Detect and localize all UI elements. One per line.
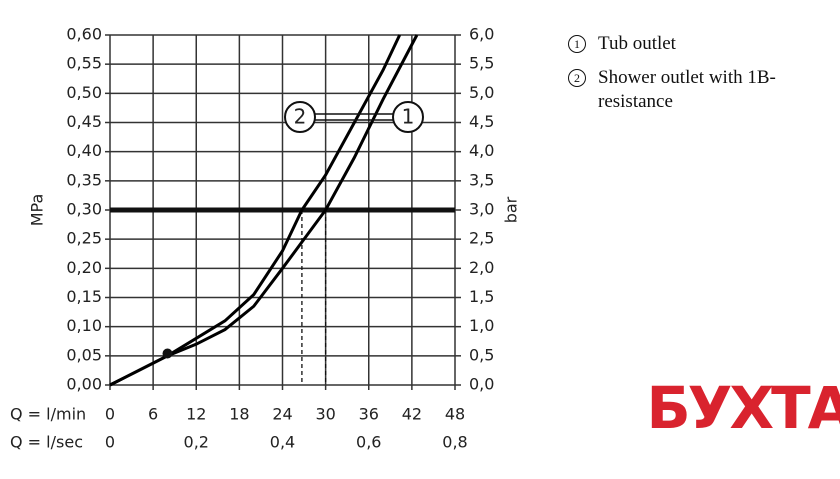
y-tick-label: 0,35 xyxy=(66,170,102,189)
y2-tick-label: 6,0 xyxy=(469,25,494,44)
x-tick-label: 24 xyxy=(272,405,292,424)
legend-entry: 2 Shower outlet with 1B-resistance xyxy=(568,66,818,114)
legend-symbol: 1 xyxy=(568,35,586,53)
x-tick-label: 12 xyxy=(186,405,206,424)
y2-tick-label: 4,0 xyxy=(469,141,494,160)
x2-tick-label: 0,2 xyxy=(184,433,209,452)
y2-tick-label: 5,0 xyxy=(469,83,494,102)
y-tick-label: 0,45 xyxy=(66,112,102,131)
x-tick-label: 18 xyxy=(229,405,249,424)
y2-tick-label: 1,5 xyxy=(469,287,494,306)
legend-entry: 1 Tub outlet xyxy=(568,32,818,56)
y2-tick-label: 0,5 xyxy=(469,345,494,364)
x2-axis-label: Q = l/sec xyxy=(10,433,83,452)
legend-label: Shower outlet with 1B-resistance xyxy=(598,67,776,112)
y-tick-label: 0,40 xyxy=(66,141,102,160)
x2-tick-label: 0,8 xyxy=(442,433,467,452)
y-tick-label: 0,55 xyxy=(66,54,102,73)
x-tick-label: 30 xyxy=(315,405,335,424)
y2-tick-label: 1,0 xyxy=(469,316,494,335)
y-tick-label: 0,25 xyxy=(66,229,102,248)
curve-label-circle xyxy=(392,101,424,133)
y2-tick-label: 5,5 xyxy=(469,54,494,73)
y-tick-label: 0,10 xyxy=(66,316,102,335)
curve-label: 1 xyxy=(402,105,415,129)
watermark: БУХТА xyxy=(646,374,840,442)
y2-axis-label: bar xyxy=(502,196,521,223)
legend-label: Tub outlet xyxy=(598,33,676,54)
curve-label-circle xyxy=(284,101,316,133)
y2-tick-label: 2,5 xyxy=(469,229,494,248)
x-axis-label: Q = l/min xyxy=(10,405,86,424)
y-tick-label: 0,00 xyxy=(66,375,102,394)
y-tick-label: 0,60 xyxy=(66,25,102,44)
legend-symbol: 2 xyxy=(568,69,586,87)
x-tick-label: 48 xyxy=(445,405,465,424)
y2-tick-label: 3,5 xyxy=(469,170,494,189)
y-tick-label: 0,05 xyxy=(66,345,102,364)
point-marker xyxy=(162,348,173,359)
x-tick-label: 42 xyxy=(402,405,422,424)
curve-label: 2 xyxy=(294,105,307,129)
x2-tick-label: 0,4 xyxy=(270,433,295,452)
x2-tick-label: 0,6 xyxy=(356,433,381,452)
y2-tick-label: 4,5 xyxy=(469,112,494,131)
y-tick-label: 0,50 xyxy=(66,83,102,102)
y-tick-label: 0,20 xyxy=(66,258,102,277)
x-tick-label: 6 xyxy=(148,405,158,424)
x2-tick-label: 0 xyxy=(105,433,115,452)
y-tick-label: 0,30 xyxy=(66,200,102,219)
y2-tick-label: 2,0 xyxy=(469,258,494,277)
y-axis-label: MPa xyxy=(28,194,47,227)
y-tick-label: 0,15 xyxy=(66,287,102,306)
x-tick-label: 36 xyxy=(359,405,379,424)
y2-tick-label: 3,0 xyxy=(469,200,494,219)
y2-tick-label: 0,0 xyxy=(469,375,494,394)
x-tick-label: 0 xyxy=(105,405,115,424)
